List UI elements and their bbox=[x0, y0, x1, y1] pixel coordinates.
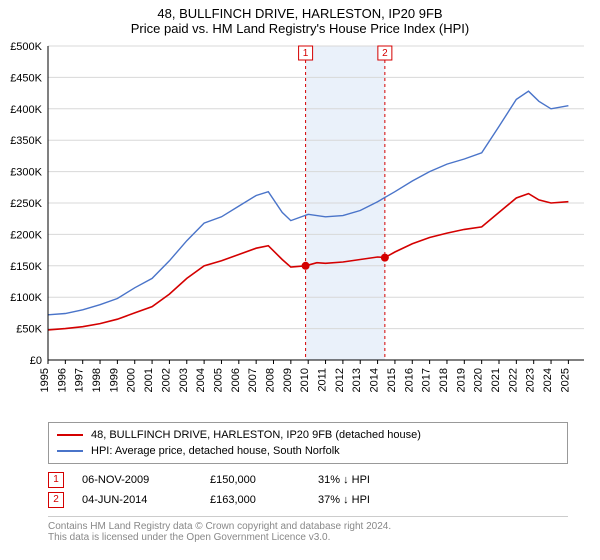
footer: Contains HM Land Registry data © Crown c… bbox=[48, 516, 568, 543]
event-row: 1 06-NOV-2009 £150,000 31% ↓ HPI bbox=[48, 470, 568, 490]
chart-area: £0 £50K £100K £150K £200K £250K £300K £350K £400… bbox=[0, 38, 600, 418]
svg-text:2000: 2000 bbox=[126, 368, 138, 392]
svg-text:2008: 2008 bbox=[265, 368, 277, 392]
svg-text:£350K: £350K bbox=[10, 135, 42, 147]
svg-text:2003: 2003 bbox=[178, 368, 190, 392]
svg-text:1: 1 bbox=[303, 48, 309, 59]
svg-text:2019: 2019 bbox=[455, 368, 467, 392]
svg-text:2015: 2015 bbox=[386, 368, 398, 392]
title-address: 48, BULLFINCH DRIVE, HARLESTON, IP20 9FB bbox=[0, 6, 600, 21]
svg-text:2018: 2018 bbox=[438, 368, 450, 392]
svg-text:2014: 2014 bbox=[369, 368, 381, 392]
svg-text:1999: 1999 bbox=[108, 368, 120, 392]
svg-text:1996: 1996 bbox=[56, 368, 68, 392]
svg-text:2011: 2011 bbox=[317, 368, 329, 392]
legend-label: 48, BULLFINCH DRIVE, HARLESTON, IP20 9FB… bbox=[91, 427, 421, 443]
svg-text:2001: 2001 bbox=[143, 368, 155, 392]
svg-text:2004: 2004 bbox=[195, 368, 207, 392]
svg-text:£250K: £250K bbox=[10, 198, 42, 210]
title-subtitle: Price paid vs. HM Land Registry's House … bbox=[0, 21, 600, 36]
event-marker-icon: 2 bbox=[48, 492, 64, 508]
svg-text:2002: 2002 bbox=[160, 368, 172, 392]
legend-row: HPI: Average price, detached house, Sout… bbox=[57, 443, 559, 459]
svg-text:£150K: £150K bbox=[10, 261, 42, 273]
chart-svg: £0 £50K £100K £150K £200K £250K £300K £350K £400… bbox=[0, 38, 600, 418]
svg-text:2023: 2023 bbox=[525, 368, 537, 392]
svg-text:£300K: £300K bbox=[10, 167, 42, 179]
title-block: 48, BULLFINCH DRIVE, HARLESTON, IP20 9FB… bbox=[0, 0, 600, 38]
event-marker-num: 1 bbox=[53, 470, 59, 490]
event-marker-num: 2 bbox=[53, 490, 59, 510]
svg-text:1995: 1995 bbox=[39, 368, 51, 392]
svg-text:£400K: £400K bbox=[10, 104, 42, 116]
page-container: 48, BULLFINCH DRIVE, HARLESTON, IP20 9FB… bbox=[0, 0, 600, 560]
legend-swatch bbox=[57, 450, 83, 452]
svg-text:2007: 2007 bbox=[247, 368, 259, 392]
svg-text:£200K: £200K bbox=[10, 229, 42, 241]
event-date: 04-JUN-2014 bbox=[82, 490, 192, 510]
svg-text:2020: 2020 bbox=[473, 368, 485, 392]
footer-line: This data is licensed under the Open Gov… bbox=[48, 532, 568, 543]
event-price: £163,000 bbox=[210, 490, 300, 510]
event-price: £150,000 bbox=[210, 470, 300, 490]
svg-text:£450K: £450K bbox=[10, 72, 42, 84]
event-date: 06-NOV-2009 bbox=[82, 470, 192, 490]
svg-text:£0: £0 bbox=[30, 355, 42, 367]
event-row: 2 04-JUN-2014 £163,000 37% ↓ HPI bbox=[48, 490, 568, 510]
svg-text:2010: 2010 bbox=[299, 368, 311, 392]
svg-text:1997: 1997 bbox=[74, 368, 86, 392]
svg-text:2006: 2006 bbox=[230, 368, 242, 392]
event-delta: 37% ↓ HPI bbox=[318, 490, 428, 510]
event-delta: 31% ↓ HPI bbox=[318, 470, 428, 490]
legend-row: 48, BULLFINCH DRIVE, HARLESTON, IP20 9FB… bbox=[57, 427, 559, 443]
svg-text:2005: 2005 bbox=[212, 368, 224, 392]
event-marker-icon: 1 bbox=[48, 472, 64, 488]
svg-text:2009: 2009 bbox=[282, 368, 294, 392]
svg-text:£100K: £100K bbox=[10, 292, 42, 304]
legend: 48, BULLFINCH DRIVE, HARLESTON, IP20 9FB… bbox=[48, 422, 568, 464]
svg-text:2024: 2024 bbox=[542, 368, 554, 392]
svg-text:2025: 2025 bbox=[559, 368, 571, 392]
svg-text:2013: 2013 bbox=[351, 368, 363, 392]
svg-text:2017: 2017 bbox=[421, 368, 433, 392]
svg-text:2021: 2021 bbox=[490, 368, 502, 392]
events-table: 1 06-NOV-2009 £150,000 31% ↓ HPI 2 04-JU… bbox=[48, 470, 568, 510]
svg-text:2012: 2012 bbox=[334, 368, 346, 392]
legend-label: HPI: Average price, detached house, Sout… bbox=[91, 443, 340, 459]
svg-text:2022: 2022 bbox=[507, 368, 519, 392]
svg-text:2016: 2016 bbox=[403, 368, 415, 392]
footer-line: Contains HM Land Registry data © Crown c… bbox=[48, 521, 568, 532]
svg-text:£50K: £50K bbox=[16, 324, 42, 336]
svg-text:£500K: £500K bbox=[10, 41, 42, 53]
svg-text:1998: 1998 bbox=[91, 368, 103, 392]
legend-swatch bbox=[57, 434, 83, 436]
svg-text:2: 2 bbox=[382, 48, 388, 59]
